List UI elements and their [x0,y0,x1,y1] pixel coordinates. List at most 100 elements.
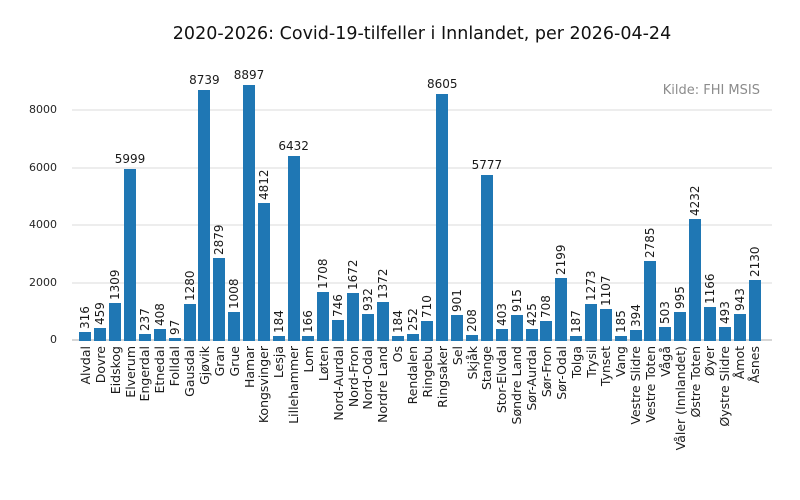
bar [124,168,137,341]
bar [703,307,716,341]
bar-value-label: 1708 [316,258,331,289]
x-axis-category-label: Vestre Slidre [628,346,644,425]
bar [94,327,107,341]
bar [109,303,122,341]
bar [243,85,255,341]
bar [347,292,360,341]
bar [138,334,151,341]
bar [302,336,315,341]
bar-value-label: 237 [137,308,152,332]
x-axis-category-label: Stor-Elvdal [494,346,510,414]
x-axis-category-label: Nord-Fron [345,346,361,408]
x-axis-category-label: Eidskog [107,346,123,395]
bar-value-label: 316 [78,306,93,329]
bar [406,333,419,341]
bar [421,320,434,341]
bar [198,89,211,341]
bar-value-label: 1107 [598,275,613,307]
bar [644,260,657,341]
bar [540,320,553,341]
bar [718,326,731,341]
bar [674,312,687,341]
bar-value-label: 8897 [233,68,265,83]
x-axis-category-label: Søndre Land [509,346,525,425]
bar-value-label: 503 [658,300,673,324]
bar-value-label: 2785 [643,227,658,258]
x-axis-category-label: Grue [226,346,242,377]
x-axis-category-label: Ringsaker [434,346,450,408]
bar-value-label: 8605 [427,76,458,91]
bar-value-label: 425 [524,302,539,326]
bar [183,304,196,341]
x-axis-category-label: Rendalen [405,346,421,405]
bar [317,291,330,341]
bar-value-label: 901 [450,289,465,313]
bar [451,315,464,341]
bar [376,301,389,341]
x-axis-category-label: Åsnes [747,346,763,384]
bar-value-label: 394 [628,303,643,327]
x-axis-category-label: Hamar [241,346,257,389]
x-axis-category-label: Øystre Slidre [717,346,733,427]
bar-value-label: 208 [465,309,480,333]
gridline [72,224,772,226]
chart-title: 2020-2026: Covid-19-tilfeller i Innlande… [172,24,672,44]
x-axis-category-label: Øyer [702,346,718,377]
x-axis-category-label: Nordre Land [375,346,391,423]
bar-value-label: 5999 [114,151,146,166]
bar [689,219,702,341]
bar-value-label: 932 [360,288,375,312]
bar [614,335,627,341]
source-annotation: Kilde: FHI MSIS [662,83,760,98]
bar-value-label: 166 [301,310,316,334]
x-axis-category-label: Skjåk [464,346,480,380]
bar [466,335,479,341]
x-axis-category-label: Løten [315,346,331,382]
bar-value-label: 1372 [375,268,390,299]
y-axis-label: 6000 [29,160,57,174]
bar-value-label: 187 [569,309,584,333]
x-axis-category-label: Lom [300,346,316,373]
bar-value-label: 1008 [227,278,242,310]
x-axis-category-label: Nord-Aurdal [330,346,346,421]
bar [480,174,493,341]
x-axis-category-label: Alvdal [77,346,93,385]
bar-value-label: 943 [732,287,747,311]
bar-value-label: 1280 [182,270,197,302]
y-axis-label: 2000 [29,275,57,289]
bar-value-label: 459 [93,301,108,325]
x-axis-category-label: Åmot [732,346,748,380]
bar-value-label: 97 [167,319,182,336]
bar [257,202,270,341]
bar-value-label: 708 [539,294,554,318]
bar [272,335,285,341]
bar [228,312,241,341]
x-axis-category-label: Elverum [122,346,138,398]
bar-value-label: 493 [717,300,732,324]
bar [436,93,449,341]
bar-value-label: 252 [405,307,420,331]
bar [495,329,508,341]
bar [213,258,226,341]
bar-value-label: 1672 [346,259,361,290]
bar [510,314,523,341]
bar [391,335,404,341]
bar-value-label: 746 [331,293,346,317]
bar-value-label: 1309 [108,269,123,301]
x-axis-category-label: Sør-Odal [553,346,569,400]
bar [570,335,583,341]
x-axis-category-label: Trysil [583,346,599,378]
x-axis-category-label: Gausdal [182,346,198,397]
gridline [72,166,772,169]
bar-value-label: 4232 [688,185,703,217]
bar-value-label: 2130 [747,246,762,277]
x-axis-category-label: Lesja [271,346,287,379]
bar [153,329,166,341]
bar-value-label: 403 [494,303,509,327]
y-axis-label: 8000 [29,103,57,116]
bar-value-label: 184 [390,309,405,333]
bar-value-label: 915 [509,288,524,312]
bar-value-label: 2879 [212,224,227,256]
bar [599,309,612,341]
bar [748,279,761,341]
